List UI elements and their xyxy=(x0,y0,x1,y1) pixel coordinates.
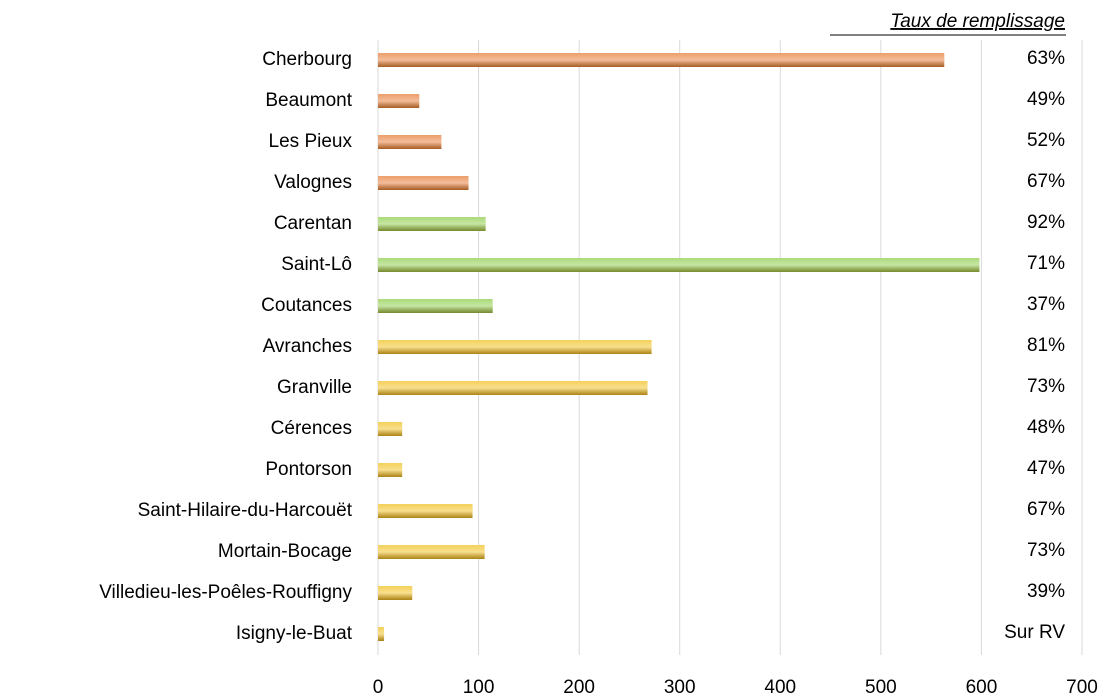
y-tick-label: Granville xyxy=(277,377,352,398)
side-label: 48% xyxy=(1027,417,1065,438)
x-tick-label: 0 xyxy=(373,677,384,698)
bar-shade xyxy=(378,94,420,108)
side-label: 67% xyxy=(1027,499,1065,520)
bar-shade xyxy=(378,627,385,641)
bar-shade xyxy=(378,53,945,67)
bar-shade xyxy=(378,504,473,518)
side-label: 67% xyxy=(1027,171,1065,192)
side-label: 52% xyxy=(1027,130,1065,151)
y-tick-label: Mortain-Bocage xyxy=(218,541,352,562)
y-tick-label: Les Pieux xyxy=(269,131,353,152)
bar-shade xyxy=(378,545,485,559)
y-tick-label: Pontorson xyxy=(265,459,352,480)
y-tick-label: Valognes xyxy=(274,172,352,193)
x-tick-label: 300 xyxy=(664,677,696,698)
y-tick-label: Saint-Lô xyxy=(281,254,352,275)
y-tick-label: Avranches xyxy=(263,336,352,357)
y-tick-label: Saint-Hilaire-du-Harcouët xyxy=(138,500,353,521)
bar-shade xyxy=(378,299,493,313)
side-label: 71% xyxy=(1027,253,1065,274)
side-header: Taux de remplissage xyxy=(890,11,1065,32)
bar-shade xyxy=(378,135,442,149)
side-label: 37% xyxy=(1027,294,1065,315)
x-tick-label: 700 xyxy=(1066,677,1098,698)
y-tick-label: Cherbourg xyxy=(262,49,352,70)
side-label: 39% xyxy=(1027,581,1065,602)
x-tick-label: 100 xyxy=(463,677,495,698)
side-label: 49% xyxy=(1027,89,1065,110)
y-tick-label: Coutances xyxy=(261,295,352,316)
bar-shade xyxy=(378,176,469,190)
y-tick-label: Isigny-le-Buat xyxy=(236,623,353,644)
bar-shade xyxy=(378,463,403,477)
side-label: 63% xyxy=(1027,48,1065,69)
x-tick-label: 200 xyxy=(563,677,595,698)
bar-shade xyxy=(378,381,648,395)
y-tick-label: Cérences xyxy=(271,418,352,439)
y-tick-label: Carentan xyxy=(274,213,352,234)
bar-shade xyxy=(378,258,980,272)
bar-shade xyxy=(378,586,413,600)
x-tick-label: 500 xyxy=(865,677,897,698)
side-label: 92% xyxy=(1027,212,1065,233)
side-label: 73% xyxy=(1027,540,1065,561)
side-label: Sur RV xyxy=(1004,622,1065,643)
bar-shade xyxy=(378,422,403,436)
bar-shade xyxy=(378,340,652,354)
side-label: 73% xyxy=(1027,376,1065,397)
bar-shade xyxy=(378,217,486,231)
y-tick-label: Beaumont xyxy=(265,90,352,111)
side-label: 81% xyxy=(1027,335,1065,356)
x-tick-label: 400 xyxy=(764,677,796,698)
side-label: 47% xyxy=(1027,458,1065,479)
x-tick-label: 600 xyxy=(966,677,998,698)
y-tick-label: Villedieu-les-Poêles-Rouffigny xyxy=(99,582,352,603)
